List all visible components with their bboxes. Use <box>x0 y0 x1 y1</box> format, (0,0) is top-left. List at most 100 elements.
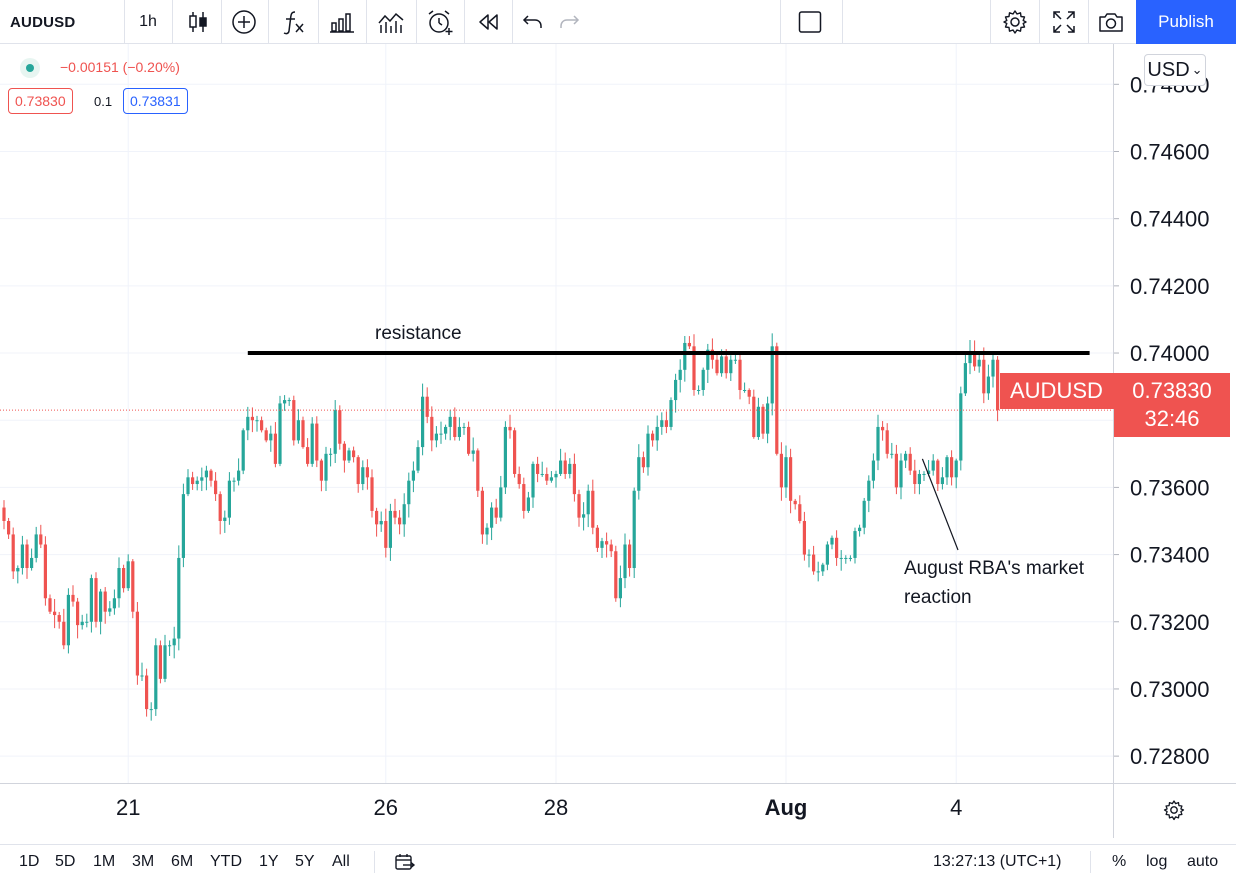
candle-body <box>973 353 977 367</box>
toolbar-divider <box>268 0 269 44</box>
candle <box>172 626 176 659</box>
candle <box>508 414 512 439</box>
currency-select[interactable]: USD ⌄ <box>1144 54 1206 86</box>
x-tick-label: 21 <box>116 795 140 820</box>
buy-price-button[interactable]: 0.73831 <box>123 88 188 114</box>
range-all-button[interactable]: All <box>332 853 350 870</box>
candle <box>16 565 20 584</box>
candle <box>361 460 365 491</box>
candle-body <box>582 514 586 518</box>
compare-icon[interactable] <box>374 0 408 44</box>
timezone-clock[interactable]: 13:27:13 (UTC+1) <box>933 853 1062 870</box>
candle-body <box>48 598 52 612</box>
toolbar-divider <box>124 0 125 44</box>
candle-body <box>756 406 760 438</box>
candle <box>430 406 434 452</box>
candle <box>241 428 245 475</box>
candle-body <box>641 457 645 468</box>
layout-square-icon[interactable] <box>794 0 826 44</box>
range-1d-button[interactable]: 1D <box>19 853 40 870</box>
candle-body <box>848 557 852 559</box>
range-5d-button[interactable]: 5D <box>55 853 76 870</box>
candle <box>250 407 254 433</box>
candle-body <box>858 527 862 532</box>
candle <box>853 527 857 564</box>
range-3m-button[interactable]: 3M <box>132 853 155 870</box>
candle-body <box>867 480 871 501</box>
candles-icon[interactable] <box>182 0 214 44</box>
candle <box>448 409 452 441</box>
chart-drawings[interactable]: resistance August RBA's market reaction <box>247 323 1090 608</box>
candle-body <box>76 601 80 626</box>
candle <box>697 385 701 395</box>
candle-body <box>839 557 843 559</box>
x-tick-label: 4 <box>950 795 962 820</box>
candle-body <box>862 500 866 528</box>
candle <box>812 545 816 575</box>
templates-bar-icon[interactable] <box>326 0 358 44</box>
candle <box>204 465 208 491</box>
go-to-date-icon[interactable] <box>394 853 416 878</box>
fullscreen-icon[interactable] <box>1048 0 1080 44</box>
candle-body <box>237 470 241 481</box>
bottom-toolbar: 1D 5D 1M 3M 6M YTD 1Y 5Y All 13:27:13 (U… <box>0 844 1236 878</box>
candle-body <box>480 490 484 535</box>
candle-body <box>370 477 374 511</box>
candle-body <box>871 460 875 481</box>
candle <box>844 555 848 564</box>
candle <box>444 424 448 440</box>
candle-body <box>752 396 756 438</box>
candle <box>687 336 691 350</box>
symbol-search-button[interactable]: AUDUSD <box>10 13 76 31</box>
percent-scale-toggle[interactable]: % <box>1112 853 1127 870</box>
candle <box>453 407 457 441</box>
alert-clock-icon[interactable] <box>423 0 457 44</box>
candle <box>94 572 98 628</box>
log-scale-toggle[interactable]: log <box>1146 853 1168 870</box>
add-circle-icon[interactable] <box>228 0 260 44</box>
undo-icon[interactable] <box>520 0 546 44</box>
candle-body <box>430 416 434 441</box>
candle-body <box>462 426 466 428</box>
axis-settings-gear-icon[interactable] <box>1163 799 1185 826</box>
range-5y-button[interactable]: 5Y <box>295 853 315 870</box>
chart-axes: 0.748000.746000.744000.742000.740000.738… <box>0 44 1236 838</box>
candle-body <box>453 416 457 438</box>
replay-icon[interactable] <box>474 0 504 44</box>
price-chart[interactable]: resistance August RBA's market reaction 0.… <box>0 44 1236 844</box>
candle-body <box>816 571 820 573</box>
candle-body <box>227 480 231 518</box>
candle-body <box>89 578 93 622</box>
candle-body <box>402 504 406 525</box>
market-status-indicator[interactable] <box>20 58 40 78</box>
camera-icon[interactable] <box>1094 0 1128 44</box>
candle <box>586 484 590 528</box>
range-1m-button[interactable]: 1M <box>93 853 116 870</box>
range-6m-button[interactable]: 6M <box>171 853 194 870</box>
publish-button[interactable]: Publish <box>1136 0 1236 44</box>
range-ytd-button[interactable]: YTD <box>210 853 242 870</box>
candle-body <box>264 430 268 441</box>
annotation-pointer-line[interactable] <box>921 458 959 551</box>
candle <box>296 409 300 444</box>
candle-body <box>729 359 733 374</box>
candle <box>798 495 802 524</box>
redo-icon[interactable] <box>556 0 582 44</box>
indicators-fx-icon[interactable] <box>276 0 310 44</box>
candle-body <box>30 557 34 569</box>
candle <box>858 524 862 537</box>
candle-body <box>646 433 650 468</box>
candle-body <box>568 463 572 474</box>
candle <box>384 508 388 558</box>
candle <box>982 347 986 404</box>
chevron-down-icon: ⌄ <box>1191 62 1203 77</box>
candle-body <box>448 416 452 427</box>
candle <box>85 613 89 628</box>
range-1y-button[interactable]: 1Y <box>259 853 279 870</box>
candle <box>637 444 641 500</box>
auto-scale-toggle[interactable]: auto <box>1187 853 1219 870</box>
sell-price-button[interactable]: 0.73830 <box>8 88 73 114</box>
settings-gear-icon[interactable] <box>999 0 1031 44</box>
toolbar-divider <box>374 851 375 873</box>
interval-button[interactable]: 1h <box>139 13 157 30</box>
